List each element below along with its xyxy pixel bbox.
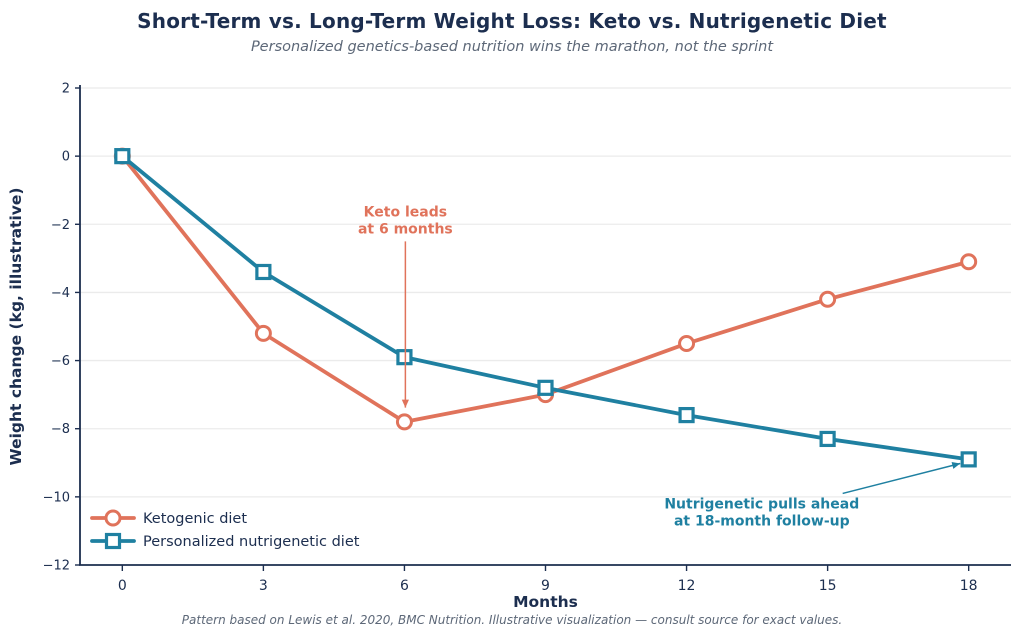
x-tick-label: 12 <box>678 578 696 594</box>
source-note: Pattern based on Lewis et al. 2020, BMC … <box>181 613 843 627</box>
y-tick-label: −8 <box>51 422 70 437</box>
annotation-text: Nutrigenetic pulls ahead <box>664 497 859 513</box>
marker-nutrigenetic <box>678 406 695 424</box>
marker-nutrigenetic <box>960 451 977 468</box>
y-tick-label: 0 <box>62 150 70 165</box>
annotation-text: at 6 months <box>358 221 453 237</box>
series-nutrigenetic <box>114 148 977 468</box>
marker-nutrigenetic <box>255 263 272 281</box>
x-tick-label: 15 <box>819 578 837 594</box>
chart-title: Short-Term vs. Long-Term Weight Loss: Ke… <box>137 9 887 33</box>
y-tick-label: −6 <box>51 354 70 369</box>
marker-keto <box>960 253 978 271</box>
legend-item-nutrigenetic: Personalized nutrigenetic diet <box>90 532 360 550</box>
marker-keto <box>678 335 696 353</box>
x-tick-label: 9 <box>541 578 550 594</box>
x-axis-label: Months <box>513 593 578 611</box>
y-tick-label: −10 <box>43 490 70 505</box>
y-tick-label: −2 <box>51 218 70 233</box>
legend-item-keto: Ketogenic diet <box>90 509 247 527</box>
x-tick-label: 3 <box>259 578 268 594</box>
marker-keto <box>819 290 837 308</box>
series-line-nutrigenetic <box>120 154 971 462</box>
marker-nutrigenetic <box>537 379 554 396</box>
marker-keto <box>395 413 413 431</box>
annotation-arrowhead <box>401 399 409 408</box>
annotation-text: at 18-month follow-up <box>674 514 850 530</box>
y-tick-label: 2 <box>62 82 70 97</box>
legend-label: Personalized nutrigenetic diet <box>143 534 360 550</box>
y-axis-label: Weight change (kg, illustrative) <box>7 188 25 466</box>
y-tick-label: −4 <box>51 286 70 301</box>
marker-nutrigenetic <box>819 430 836 448</box>
annotation-arrowhead <box>951 461 961 469</box>
marker-nutrigenetic <box>396 349 413 366</box>
annotation-text: Keto leads <box>364 204 447 220</box>
chart-subtitle: Personalized genetics-based nutrition wi… <box>250 39 774 55</box>
annotation-arrow-line <box>842 462 961 495</box>
marker-nutrigenetic <box>114 148 131 165</box>
y-tick-label: −12 <box>43 559 70 574</box>
legend-marker-keto <box>104 509 122 527</box>
x-tick-label: 18 <box>960 578 978 594</box>
legend-label: Ketogenic diet <box>143 511 247 527</box>
x-tick-label: 6 <box>400 578 409 594</box>
marker-keto <box>254 324 272 342</box>
x-tick-label: 0 <box>118 578 127 594</box>
legend-marker-nutrigenetic <box>104 532 122 550</box>
